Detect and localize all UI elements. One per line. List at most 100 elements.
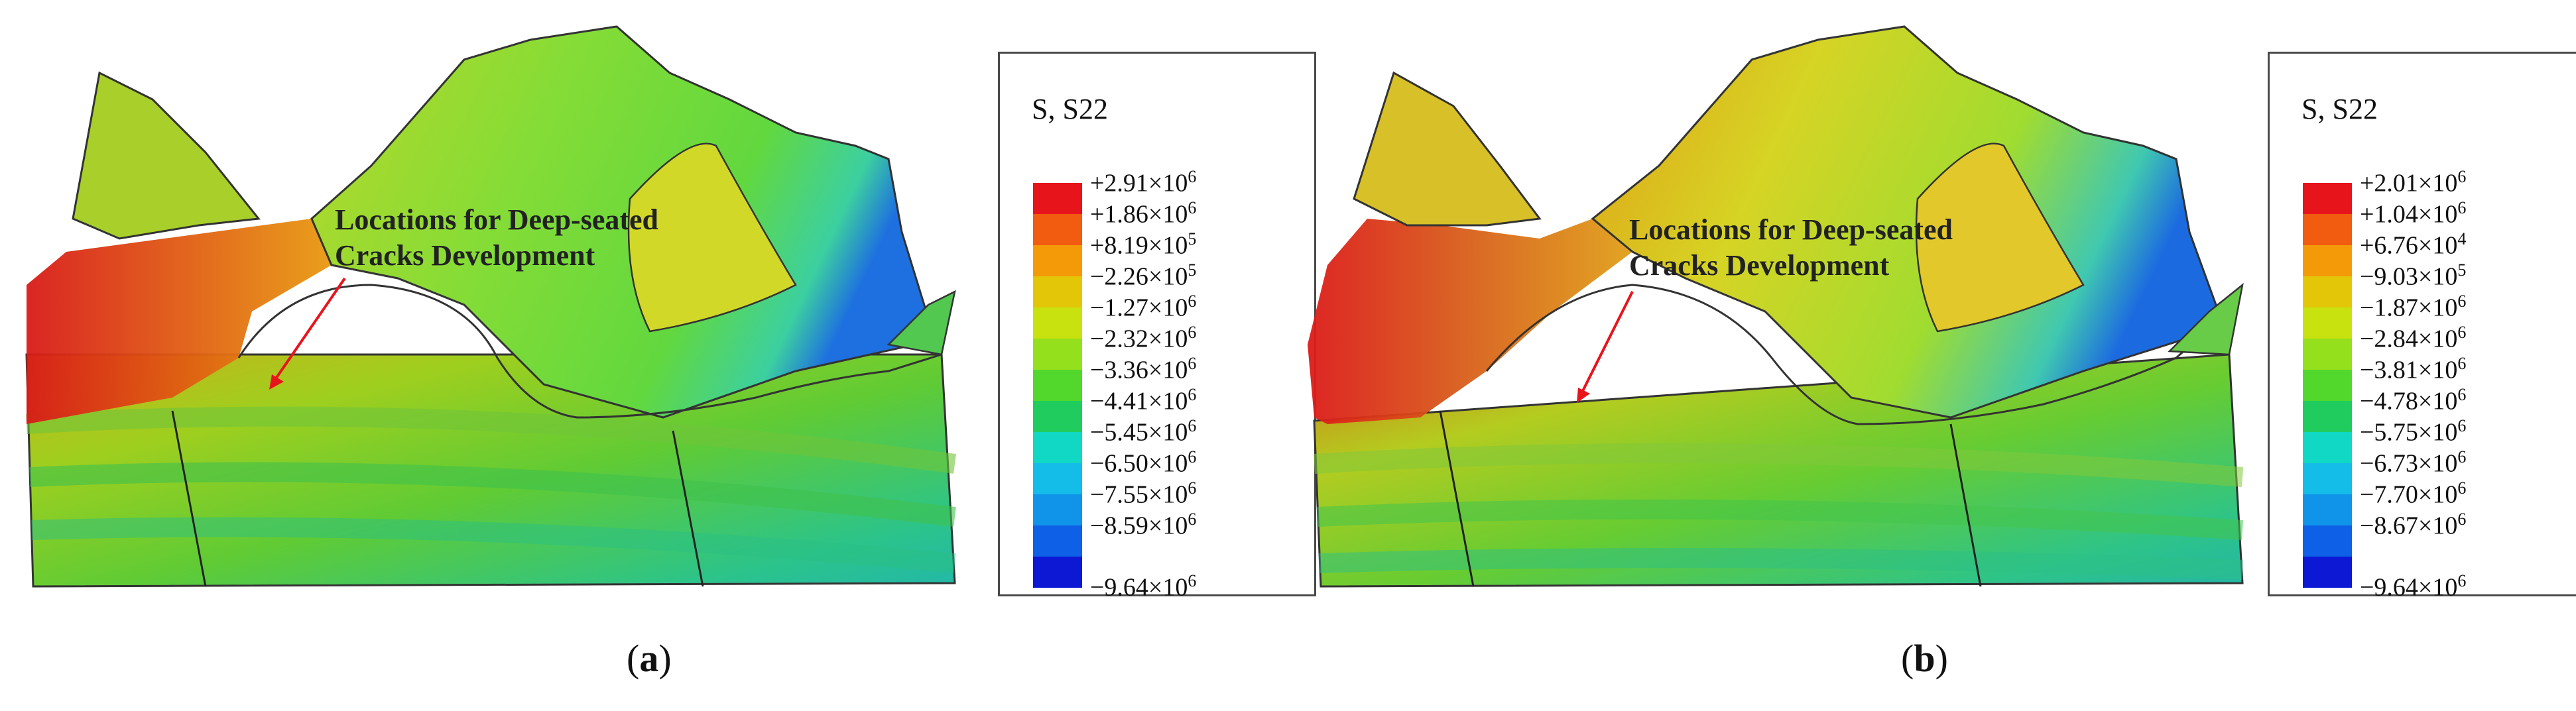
legend-exponent: 5 — [1188, 260, 1197, 280]
legend-entry: −2.84×106 — [2270, 323, 2576, 370]
legend-value: −3.81×106 — [2360, 354, 2466, 385]
legend-exponent: 6 — [2457, 510, 2467, 529]
legend-title: S, S22 — [2301, 93, 2378, 125]
legend-value: −3.36×106 — [1090, 354, 1196, 385]
legend-exponent: 6 — [2457, 571, 2467, 590]
legend-swatch — [2303, 432, 2352, 463]
panel-b: Locations for Deep-seated Cracks Develop… — [1288, 0, 2576, 711]
legend-value: −5.75×106 — [2360, 416, 2466, 447]
caption-letter: a — [639, 637, 659, 680]
legend-exponent: 6 — [1188, 323, 1197, 342]
legend-swatch — [1033, 432, 1082, 463]
legend-exponent: 6 — [1188, 198, 1197, 217]
legend-mantissa: −3.81×10 — [2360, 356, 2458, 384]
legend-swatch — [2303, 339, 2352, 370]
legend-mantissa: −4.41×10 — [1090, 387, 1188, 415]
legend-exponent: 6 — [2457, 167, 2467, 186]
legend-exponent: 5 — [1188, 229, 1197, 248]
legend-value: −1.87×106 — [2360, 292, 2466, 323]
legend-exponent: 6 — [1188, 385, 1197, 404]
legend-exponent: 6 — [1188, 354, 1197, 373]
legend-mantissa: −8.67×10 — [2360, 512, 2458, 540]
legend-mantissa: −7.70×10 — [2360, 480, 2458, 509]
legend-entry: −2.26×105 — [1000, 260, 1314, 307]
legend-value: −2.32×106 — [1090, 323, 1196, 354]
legend-entry: −9.64×106 — [2270, 557, 2576, 602]
legend-entry: −9.64×106 — [1000, 557, 1314, 602]
caption-letter: b — [1914, 637, 1935, 680]
legend-mantissa: −4.78×10 — [2360, 387, 2458, 415]
legend-mantissa: −1.27×10 — [1090, 294, 1188, 322]
legend-value: +6.76×104 — [2360, 229, 2466, 260]
legend-mantissa: −9.64×10 — [1090, 573, 1188, 602]
legend-swatch — [2303, 214, 2352, 245]
legend-swatch — [1033, 183, 1082, 214]
legend-exponent: 6 — [1188, 510, 1197, 529]
legend-entry: −4.41×106 — [1000, 385, 1314, 432]
crack-location-annotation: Locations for Deep-seated Cracks Develop… — [335, 202, 658, 274]
legend-value: −4.78×106 — [2360, 385, 2466, 416]
legend-swatch — [1033, 307, 1082, 339]
caption-a: (a) — [627, 637, 672, 680]
legend-mantissa: −5.75×10 — [2360, 418, 2458, 447]
legend-mantissa: −1.87×10 — [2360, 294, 2458, 322]
annotation-line-1: Locations for Deep-seated — [335, 203, 658, 236]
legend-mantissa: −3.36×10 — [1090, 356, 1188, 384]
legend-value: −7.70×106 — [2360, 478, 2466, 510]
legend-entry: −5.75×106 — [2270, 416, 2576, 463]
legend: S, S22 +2.91×106 +1.86×106 +8.19×105 −2.26×… — [998, 52, 1316, 602]
legend-mantissa: +8.19×10 — [1090, 231, 1188, 260]
stress-contour-model — [25, 25, 957, 588]
legend-swatch — [2303, 276, 2352, 307]
legend-swatch — [1033, 370, 1082, 401]
legend-exponent: 6 — [2457, 292, 2467, 311]
legend-entry: −2.32×106 — [1000, 323, 1314, 370]
legend-swatch — [1033, 494, 1082, 525]
legend-swatch — [2303, 245, 2352, 276]
legend-entry: −6.50×106 — [1000, 447, 1314, 494]
legend-exponent: 6 — [1188, 292, 1197, 311]
legend-mantissa: −7.55×10 — [1090, 480, 1188, 509]
legend-value: −9.64×106 — [1090, 571, 1196, 602]
legend-exponent: 6 — [2457, 416, 2467, 435]
legend-swatch — [1033, 463, 1082, 494]
legend-swatch — [2303, 494, 2352, 525]
legend-value: −9.03×105 — [2360, 260, 2466, 292]
legend-mantissa: +2.91×10 — [1090, 169, 1188, 197]
legend-exponent: 6 — [2457, 354, 2467, 373]
legend-swatch — [2303, 183, 2352, 214]
legend-entry: +8.19×105 — [1000, 229, 1314, 276]
legend-mantissa: +1.04×10 — [2360, 200, 2458, 229]
legend-exponent: 6 — [2457, 478, 2467, 498]
legend-value: −5.45×106 — [1090, 416, 1196, 447]
legend-entry: −5.45×106 — [1000, 416, 1314, 463]
legend-mantissa: +6.76×10 — [2360, 231, 2458, 260]
legend: S, S22 +2.01×106 +1.04×106 +6.76×104 −9.03×… — [2268, 52, 2576, 602]
legend-mantissa: −2.84×10 — [2360, 325, 2458, 353]
legend-mantissa: −2.32×10 — [1090, 325, 1188, 353]
legend-value: −6.73×106 — [2360, 447, 2466, 478]
legend-value: +2.01×106 — [2360, 167, 2466, 198]
legend-mantissa: −6.50×10 — [1090, 449, 1188, 478]
legend-exponent: 6 — [1188, 416, 1197, 435]
legend-entry: −9.03×105 — [2270, 260, 2576, 307]
legend-swatch — [1033, 525, 1082, 557]
legend-mantissa: −9.03×10 — [2360, 262, 2458, 291]
panel-a: Locations for Deep-seated Cracks Develop… — [25, 25, 1316, 680]
legend-swatch — [2303, 370, 2352, 401]
legend-swatch — [1033, 276, 1082, 307]
legend-swatch — [1033, 557, 1082, 588]
legend-value: −8.67×106 — [2360, 510, 2466, 541]
legend-exponent: 6 — [2457, 385, 2467, 404]
legend-entry: −8.59×106 — [1000, 510, 1314, 557]
legend-mantissa: −6.73×10 — [2360, 449, 2458, 478]
legend-exponent: 6 — [1188, 167, 1197, 186]
stress-contour-model — [1308, 25, 2244, 588]
legend-mantissa: −2.26×10 — [1090, 262, 1188, 291]
legend-exponent: 4 — [2457, 229, 2467, 248]
legend-swatch — [2303, 557, 2352, 588]
legend-value: −7.55×106 — [1090, 478, 1196, 510]
legend-entry: −1.87×106 — [2270, 292, 2576, 339]
legend-entry: −3.36×106 — [1000, 354, 1314, 401]
legend-entry: −1.27×106 — [1000, 292, 1314, 339]
